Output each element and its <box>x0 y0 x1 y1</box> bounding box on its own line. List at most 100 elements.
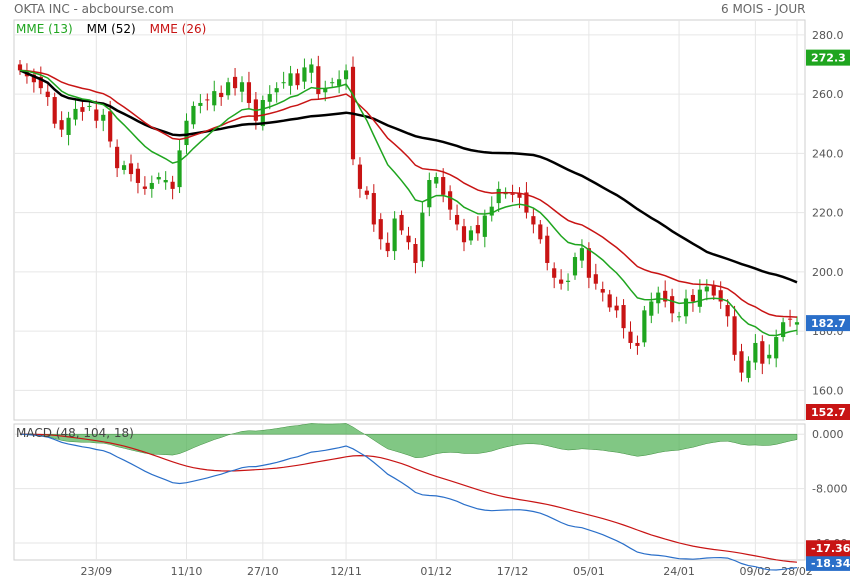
candle-body <box>621 305 626 329</box>
candle-body <box>579 248 585 261</box>
candle-body <box>205 99 210 101</box>
candle-body <box>441 177 446 195</box>
candle-body <box>274 88 279 93</box>
candle-body <box>31 74 36 83</box>
candle-body <box>461 226 467 243</box>
candle-body <box>232 76 238 89</box>
candle-body <box>676 316 682 318</box>
period-label: 6 MOIS - JOUR <box>721 2 806 16</box>
candle-body <box>371 193 376 225</box>
candle-body <box>628 331 633 343</box>
candle-body <box>101 114 106 121</box>
candle-body <box>517 193 522 198</box>
candle-body <box>38 76 43 89</box>
candle-body <box>697 289 702 307</box>
candle-body <box>642 310 647 343</box>
candle-body <box>614 305 619 311</box>
candle-body <box>52 97 57 124</box>
candle-body <box>711 284 716 296</box>
x-tick-label: 12/11 <box>330 565 362 578</box>
price-frame <box>13 19 806 421</box>
macd-frame <box>13 423 806 561</box>
candle-body <box>781 322 786 338</box>
candle-body <box>794 322 800 325</box>
price-y-tick-label: 260.0 <box>812 88 844 101</box>
candle-body <box>718 290 723 302</box>
x-tick-label: 01/12 <box>420 565 452 578</box>
candle-body <box>552 268 557 278</box>
candle-body <box>531 216 536 225</box>
candle-body <box>246 82 252 103</box>
candle-body <box>121 165 127 170</box>
candle-body <box>496 188 501 204</box>
candle-body <box>73 108 78 120</box>
candle-body <box>392 218 397 252</box>
candle-body <box>746 360 751 378</box>
candle-body <box>198 102 203 106</box>
candle-body <box>364 190 369 195</box>
candle-body <box>66 117 71 135</box>
candle-body <box>732 316 737 355</box>
candle-body <box>565 280 571 282</box>
macd-histogram <box>19 423 798 458</box>
candle-body <box>572 257 578 276</box>
candle-body <box>406 235 411 243</box>
candle-body <box>330 82 335 84</box>
candle-body <box>108 111 113 142</box>
candle-body <box>489 206 494 216</box>
mme13-line <box>19 69 798 337</box>
x-tick-label: 05/01 <box>573 565 605 578</box>
candle-body <box>739 351 744 373</box>
macd-y-tick-label: 0.000 <box>812 428 844 441</box>
candle-body <box>385 242 390 252</box>
candle-body <box>787 318 793 320</box>
candle-body <box>135 168 141 183</box>
candle-body <box>468 230 474 241</box>
macd-legend: MACD (48, 104, 18) <box>16 426 134 440</box>
candle-body <box>80 107 85 112</box>
candle-body <box>670 296 675 314</box>
candle-body <box>288 73 293 86</box>
price-y-tick-label: 220.0 <box>812 207 844 220</box>
candle-body <box>128 163 134 175</box>
legend-mme13: MME (13) <box>16 22 73 36</box>
price-y-tick-label: 240.0 <box>812 147 844 160</box>
candle-body <box>683 298 689 317</box>
price-y-tick-label: 160.0 <box>812 384 844 397</box>
price-badge-bg <box>806 404 850 420</box>
x-tick-label: 24/01 <box>663 565 695 578</box>
candle-body <box>226 82 231 96</box>
candle-body <box>593 274 598 284</box>
x-tick-label: 11/10 <box>171 565 203 578</box>
candle-body <box>510 193 515 195</box>
candle-body <box>656 292 661 304</box>
chart-title: OKTA INC - abcbourse.com <box>14 2 174 16</box>
macd-badge-bg <box>806 540 850 557</box>
candle-body <box>704 286 709 292</box>
candle-body <box>94 109 99 121</box>
price-y-tick-label: 200.0 <box>812 266 844 279</box>
candle-body <box>87 105 92 107</box>
price-badge: 272.3 <box>811 52 846 65</box>
candle-body <box>281 82 286 84</box>
candle-body <box>767 354 772 359</box>
candle-body <box>309 64 314 73</box>
price-y-tick-label: 280.0 <box>812 29 844 42</box>
candle-body <box>212 91 217 106</box>
candle-body <box>482 215 487 237</box>
candle-body <box>774 337 779 359</box>
price-badge: 182.7 <box>811 317 846 330</box>
candle-body <box>753 342 758 363</box>
candle-body <box>219 92 224 98</box>
macd-badge: -18.34 <box>811 557 851 570</box>
macd-signal-line <box>20 433 798 563</box>
price-legend: MME (13) MM (52) MME (26) <box>16 22 216 36</box>
candle-body <box>357 164 363 189</box>
candle-body <box>663 290 668 302</box>
candle-body <box>260 100 265 127</box>
candle-body <box>545 235 550 263</box>
candle-body <box>420 212 425 262</box>
legend-mme26: MME (26) <box>149 22 207 36</box>
candle-body <box>475 225 480 234</box>
candle-body <box>316 66 321 95</box>
